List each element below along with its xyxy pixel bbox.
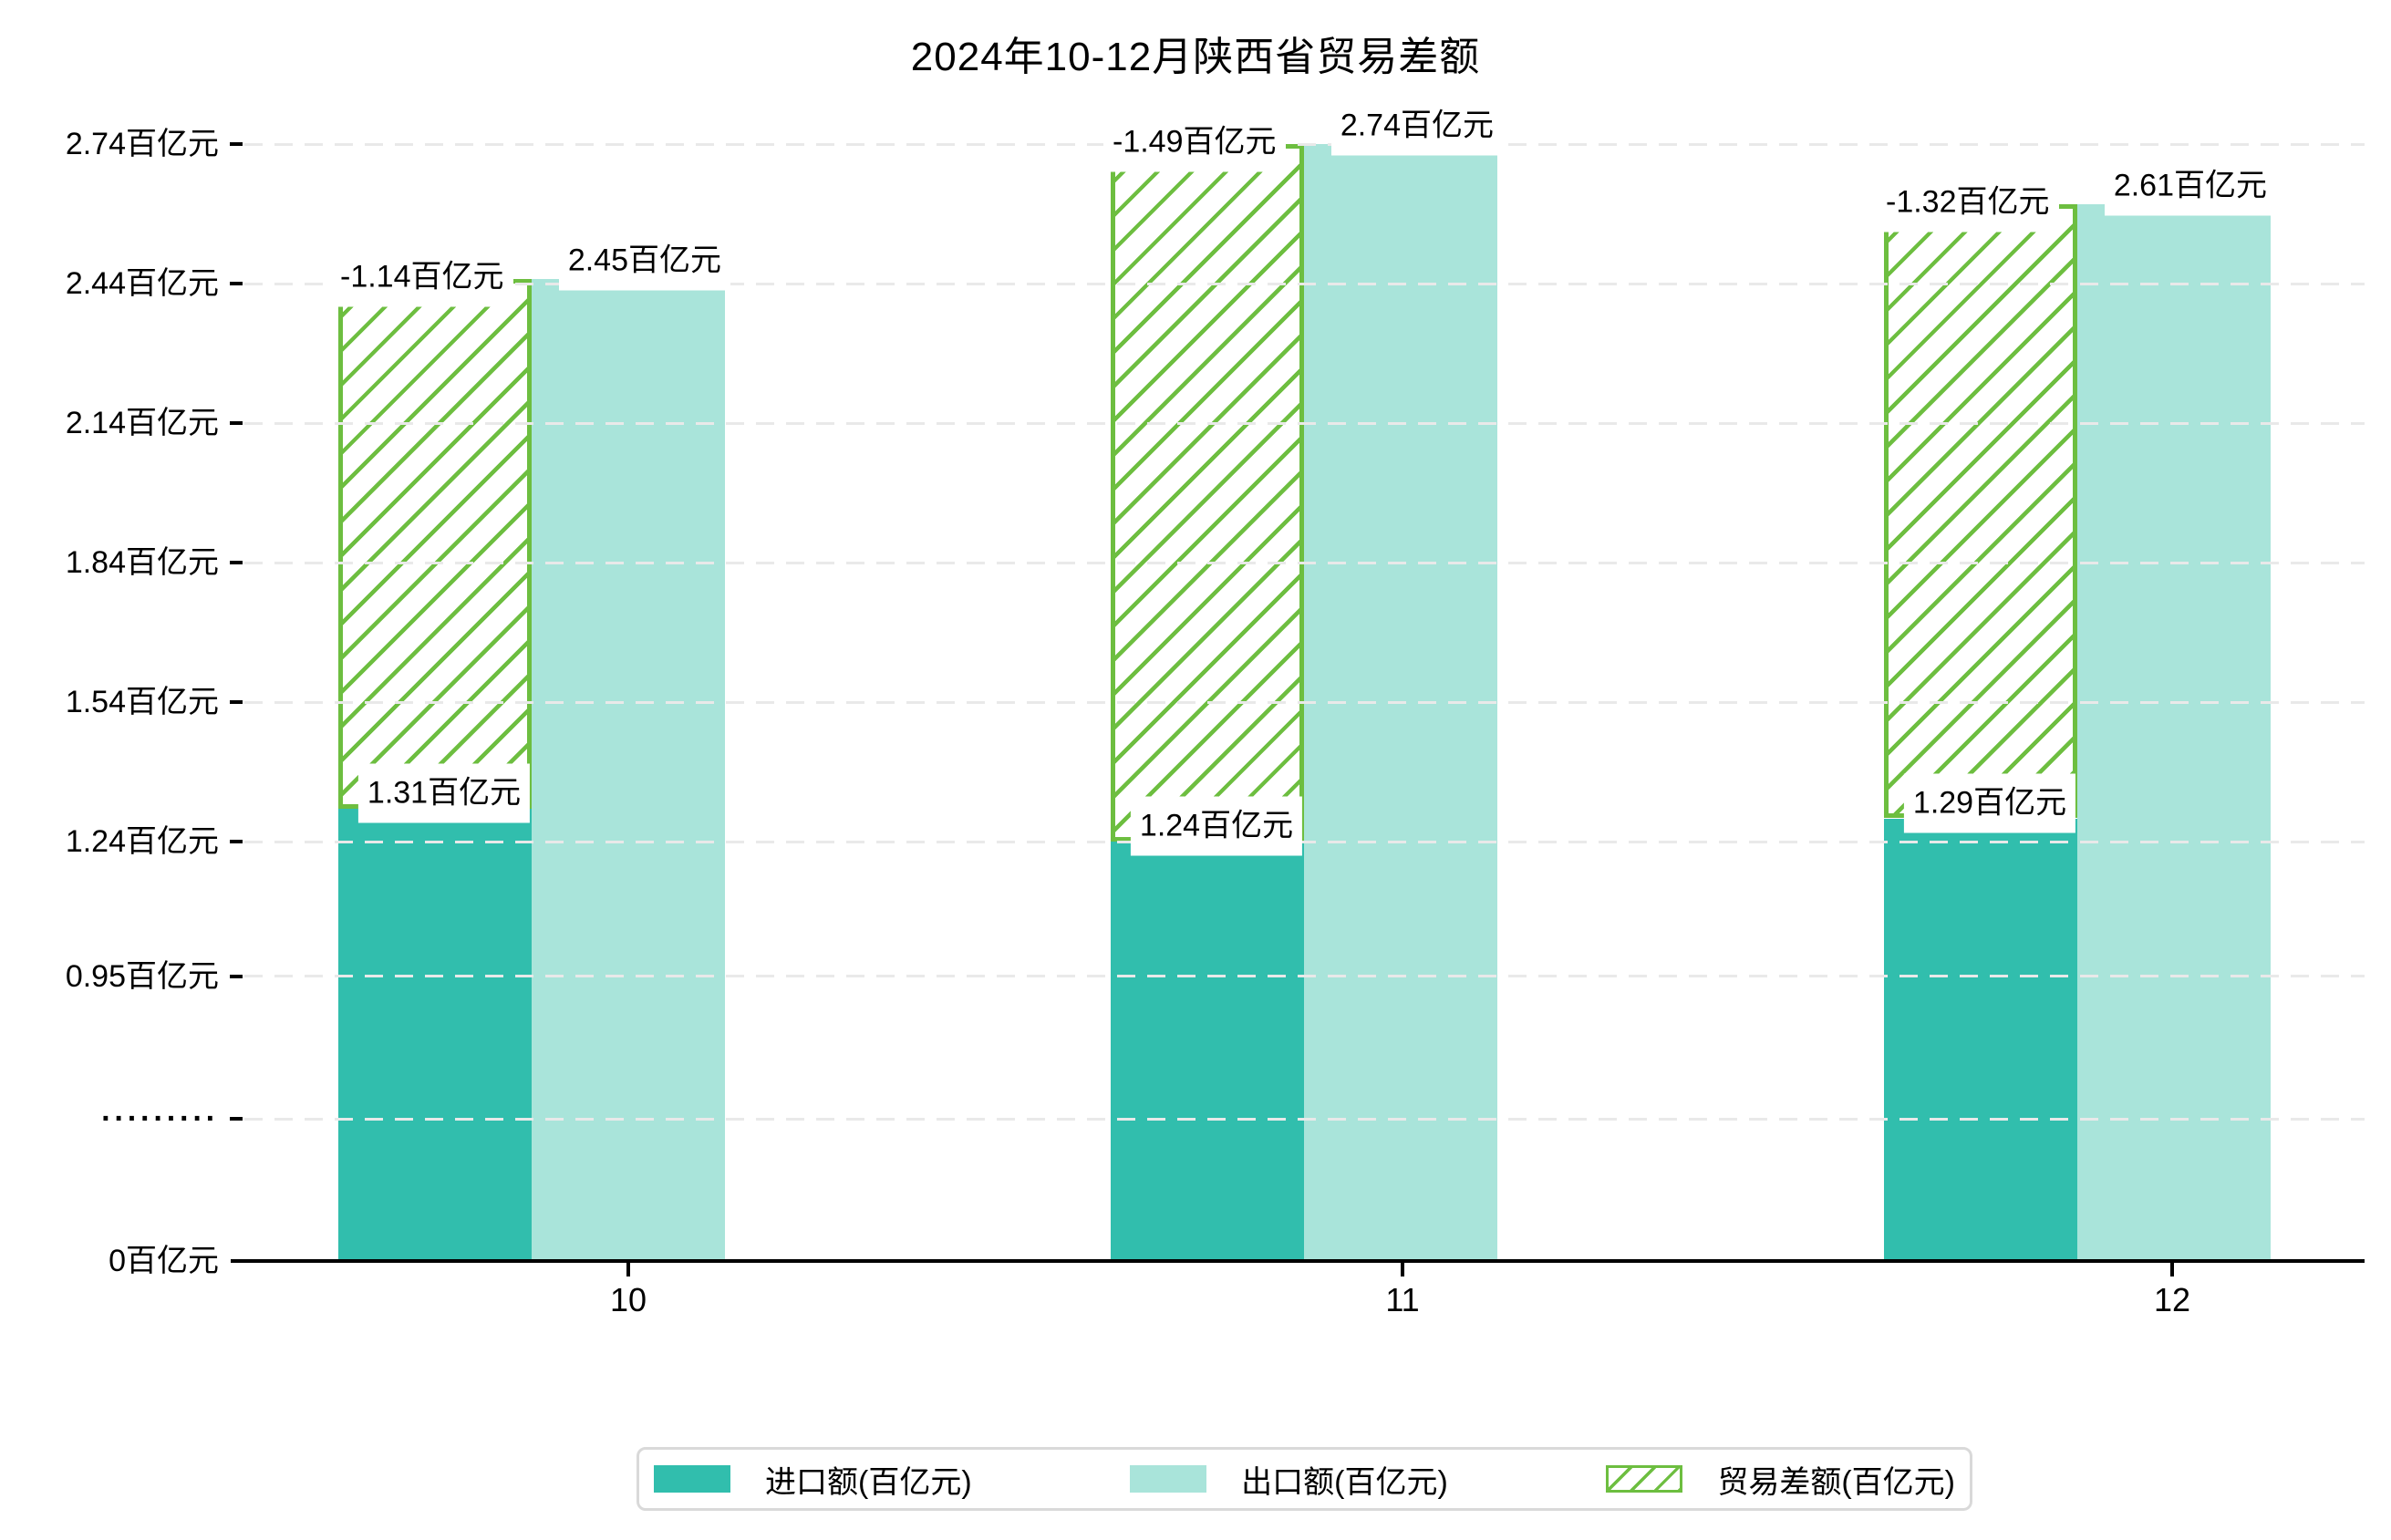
chart-title: 2024年10-12月陕西省贸易差额 bbox=[910, 35, 1481, 79]
gridline bbox=[244, 1117, 2365, 1121]
legend-item-label: 贸易差额(百亿元) bbox=[1717, 1464, 1955, 1500]
export-bar-10 bbox=[532, 278, 725, 1261]
import-bar-11 bbox=[1111, 842, 1304, 1261]
export-value-label-11: 2.74百亿元 bbox=[1330, 96, 1503, 156]
legend-item-label: 出口额(百亿元) bbox=[1241, 1464, 1448, 1500]
x-tick-mark bbox=[626, 1263, 630, 1276]
legend-item-trade-balance: 贸易差额(百亿元) bbox=[1606, 1457, 1955, 1502]
y-tick-label: 0.95百亿元 bbox=[65, 958, 219, 994]
y-tick-label: 1.24百亿元 bbox=[65, 824, 219, 859]
y-tick-mark bbox=[230, 282, 243, 285]
y-tick-label: 2.44百亿元 bbox=[65, 266, 219, 301]
y-tick-label: 2.74百亿元 bbox=[65, 127, 219, 161]
export-value-label-12: 2.61百亿元 bbox=[2104, 156, 2276, 216]
trade-balance-bar-11 bbox=[1111, 144, 1304, 842]
legend-swatch-icon bbox=[1606, 1465, 1683, 1493]
y-tick-label-zero: 0百亿元 bbox=[109, 1244, 219, 1278]
x-tick-label-10: 10 bbox=[609, 1281, 647, 1318]
export-bar-12 bbox=[2077, 204, 2271, 1261]
legend-item-import: 进口额(百亿元) bbox=[654, 1457, 972, 1502]
trade-balance-value-label-12: -1.32百亿元 bbox=[1877, 172, 2059, 233]
gridline bbox=[244, 700, 2365, 704]
y-tick-mark bbox=[230, 142, 243, 146]
gridline bbox=[244, 975, 2365, 978]
y-tick-label: 2.14百亿元 bbox=[65, 406, 219, 440]
gridline bbox=[244, 142, 2365, 146]
import-value-label-11: 1.24百亿元 bbox=[1130, 796, 1303, 856]
y-tick-label: 1.84百亿元 bbox=[65, 545, 219, 580]
legend-item-label: 进口额(百亿元) bbox=[765, 1464, 972, 1500]
trade-balance-value-label-10: -1.14百亿元 bbox=[331, 247, 513, 307]
trade-balance-bar-12 bbox=[1884, 204, 2077, 819]
legend-swatch-icon bbox=[1130, 1465, 1207, 1493]
import-bar-10 bbox=[338, 809, 532, 1261]
legend-item-export: 出口额(百亿元) bbox=[1130, 1457, 1448, 1502]
import-value-label-12: 1.29百亿元 bbox=[1903, 773, 2076, 832]
gridline bbox=[244, 421, 2365, 425]
y-tick-mark bbox=[230, 840, 243, 843]
y-tick-label: 1.54百亿元 bbox=[65, 685, 219, 719]
y-axis-break-dots: ········· bbox=[101, 1101, 219, 1136]
x-tick-label-11: 11 bbox=[1385, 1281, 1420, 1318]
legend: 进口额(百亿元) 出口额(百亿元) 贸易差额(百亿元) bbox=[637, 1447, 1972, 1511]
gridline bbox=[244, 561, 2365, 564]
x-tick-mark bbox=[2170, 1263, 2174, 1276]
y-tick-mark bbox=[230, 421, 243, 425]
y-tick-mark bbox=[230, 974, 243, 978]
y-tick-mark bbox=[230, 561, 243, 564]
x-tick-label-12: 12 bbox=[2153, 1281, 2191, 1318]
gridline bbox=[244, 840, 2365, 843]
import-value-label-10: 1.31百亿元 bbox=[357, 763, 531, 823]
import-bar-12 bbox=[1884, 818, 2077, 1261]
gridline bbox=[244, 282, 2365, 285]
y-tick-mark bbox=[230, 1117, 243, 1121]
x-axis-line bbox=[231, 1259, 2365, 1263]
x-tick-mark bbox=[1401, 1263, 1404, 1276]
export-value-label-10: 2.45百亿元 bbox=[558, 231, 730, 291]
trade-balance-bar-10 bbox=[338, 278, 532, 810]
trade-balance-value-label-11: -1.49百亿元 bbox=[1103, 112, 1286, 172]
y-tick-mark bbox=[230, 700, 243, 704]
legend-swatch-icon bbox=[654, 1465, 730, 1493]
